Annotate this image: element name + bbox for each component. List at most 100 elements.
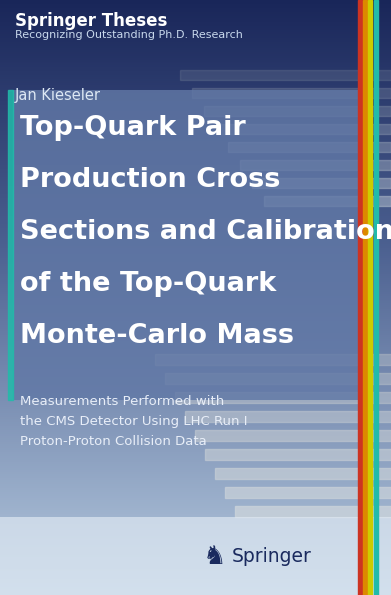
Bar [0,263,391,266]
Bar [0,501,391,504]
Bar [205,449,391,460]
Bar [180,70,391,80]
Text: Monte-Carlo Mass: Monte-Carlo Mass [20,323,294,349]
Bar [0,55,391,58]
Bar [0,576,391,579]
Bar [0,497,391,500]
Bar [0,489,391,492]
Bar [0,317,391,320]
Bar [0,568,391,571]
Bar [0,27,391,30]
Bar [0,281,391,284]
Bar [0,67,391,70]
Bar [0,469,391,472]
Bar [0,550,391,553]
Bar [0,57,391,60]
Bar [0,45,391,48]
Bar [0,92,391,95]
Bar [0,237,391,240]
Bar [0,570,391,573]
Bar [240,160,391,170]
Bar [0,445,391,448]
Bar [0,174,391,177]
Bar [0,555,391,558]
Bar [0,384,391,387]
Bar [0,211,391,214]
Bar [0,425,391,428]
Bar [0,334,391,337]
Bar [0,180,391,183]
Bar [0,406,391,409]
Bar [0,120,391,123]
Text: Springer Theses: Springer Theses [15,12,167,30]
Bar [0,114,391,117]
Bar [0,534,391,537]
Bar [0,574,391,577]
Bar [0,229,391,232]
Bar [0,533,391,536]
Bar [0,344,391,347]
Bar [0,108,391,111]
Bar [0,134,391,137]
Bar [0,437,391,440]
Bar [0,453,391,456]
Bar [0,43,391,46]
Bar [0,231,391,234]
Bar [0,397,391,400]
Bar [0,543,391,546]
Bar [0,519,391,522]
Bar [0,409,391,412]
Bar [0,80,391,83]
Bar [0,287,391,290]
Bar [0,9,391,12]
Bar [0,150,391,153]
Bar [0,421,391,424]
Bar [0,102,391,105]
Bar [0,459,391,462]
Bar [0,447,391,450]
Bar [0,84,391,87]
Bar [0,449,391,452]
Bar [235,506,391,517]
Bar [0,293,391,296]
Bar [0,493,391,496]
Text: of the Top-Quark: of the Top-Quark [20,271,276,297]
Bar [0,540,391,543]
Bar [0,300,391,303]
Bar [0,249,391,252]
Bar [0,566,391,569]
Bar [0,13,391,16]
Bar [0,201,391,204]
Bar [0,223,391,226]
Bar [0,509,391,512]
Bar [0,152,391,155]
Bar [358,0,362,595]
Bar [0,374,391,377]
Bar [0,408,391,411]
Bar [0,368,391,371]
Bar [0,198,391,201]
Bar [0,538,391,541]
Bar [0,528,391,531]
Bar [0,187,391,190]
Bar [0,176,391,178]
Bar [0,463,391,466]
Bar [0,311,391,314]
Bar [0,517,391,595]
Bar [0,308,391,311]
Bar [0,79,391,82]
Bar [0,15,391,18]
Bar [0,386,391,389]
Bar [0,499,391,502]
Bar [0,209,391,212]
Bar [0,183,391,186]
Text: Measurements Performed with: Measurements Performed with [20,395,224,408]
Bar [0,302,391,305]
Bar [0,412,391,415]
Bar [0,324,391,327]
Bar [0,342,391,345]
Bar [0,51,391,54]
Bar [0,40,391,43]
Bar [0,21,391,24]
Bar [0,513,391,516]
